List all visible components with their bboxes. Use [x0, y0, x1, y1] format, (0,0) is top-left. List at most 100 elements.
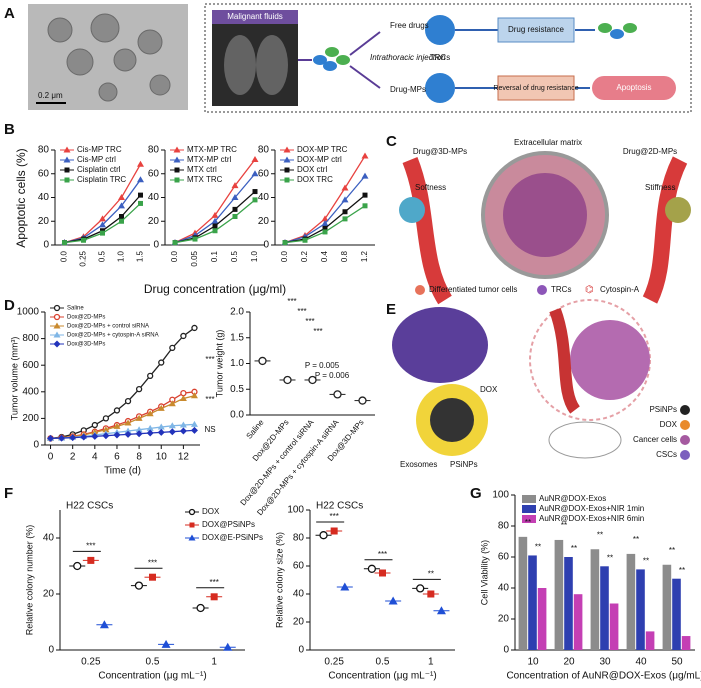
y-tick-label: 20 [498, 614, 510, 625]
marker [99, 215, 106, 222]
marker [342, 216, 348, 222]
marker [367, 564, 377, 573]
legend-swatch [522, 495, 536, 503]
marker [169, 344, 176, 352]
y-tick-label: 40 [293, 589, 305, 600]
marker [124, 397, 132, 405]
xray-title-bar [212, 10, 298, 24]
y-axis-label: Cell Viability (%) [479, 540, 489, 605]
marker [138, 192, 143, 198]
marker [180, 332, 187, 340]
marker [322, 225, 328, 231]
marker [137, 160, 144, 167]
marker [361, 152, 369, 159]
bar [662, 564, 672, 650]
marker [157, 404, 165, 411]
x-tick-label: 2 [70, 452, 76, 463]
legend-icon [415, 285, 425, 295]
x-tick-label: 0.05 [190, 250, 199, 266]
particle [399, 197, 425, 223]
marker [333, 390, 342, 399]
legend-text: AuNR@DOX-Exos [539, 494, 606, 503]
legend-text: CSCs [656, 450, 677, 459]
tumor [570, 320, 650, 400]
marker [252, 189, 258, 195]
legend-text: TRCs [551, 285, 571, 294]
y-tick-label: 80 [498, 521, 510, 532]
x-tick-label: 1 [428, 657, 434, 668]
legend-text: PSiNPs [649, 405, 677, 414]
psinp [430, 398, 474, 442]
annotation: *** [205, 395, 214, 404]
x-tick-label: 40 [635, 657, 647, 668]
y-tick-label: 40 [43, 533, 55, 544]
marker [63, 156, 71, 163]
marker [282, 240, 288, 246]
chart-title: H22 CSCs [316, 501, 363, 512]
annotation: ** [597, 530, 603, 539]
legend-icon [680, 450, 690, 460]
tumor-core [503, 173, 587, 257]
marker [91, 421, 98, 429]
marker [124, 427, 132, 434]
legend-swatch [522, 515, 536, 523]
marker [149, 573, 156, 581]
marker [135, 385, 143, 393]
marker [341, 184, 349, 191]
legend-text: Dox@2D-MPs + cytospin-A siRNA [67, 333, 159, 339]
label: Drug resistance [508, 25, 565, 34]
y-tick-label: 40 [258, 192, 270, 203]
legend-text: MTX TRC [187, 175, 223, 184]
x-axis-label: Concentration (μg mL⁻¹) [98, 671, 206, 682]
annotation: *** [329, 512, 338, 521]
y-tick-label: 20 [148, 216, 160, 227]
marker [146, 424, 154, 431]
label: Drug-MPs [390, 85, 426, 94]
marker [53, 340, 61, 348]
y-tick-label: 100 [492, 490, 509, 501]
marker [308, 375, 317, 385]
marker [157, 428, 165, 436]
x-tick-label: 0.5 [98, 250, 107, 262]
vessel [402, 157, 452, 305]
marker [53, 322, 61, 329]
marker [284, 177, 290, 183]
legend-icon [680, 435, 690, 445]
annotation: NS [204, 425, 215, 434]
y-tick-label: 40 [148, 192, 160, 203]
marker [188, 534, 196, 541]
marker [379, 569, 386, 577]
marker [362, 192, 368, 198]
marker [190, 426, 198, 434]
x-tick-label: 1.0 [117, 250, 126, 262]
marker [252, 197, 258, 203]
label: DOX [480, 385, 498, 394]
legend-text: MTX ctrl [187, 165, 217, 174]
label: PSiNPs [450, 460, 478, 469]
bar [590, 549, 600, 650]
x-tick-label: 0.2 [300, 250, 309, 262]
panel-label: D [4, 297, 15, 314]
bar [600, 566, 609, 650]
cell [392, 307, 488, 383]
y-tick-label: 0 [48, 645, 54, 656]
x-tick-label: 4 [92, 452, 98, 463]
cells [313, 15, 637, 103]
annotation: ** [607, 553, 613, 562]
y-axis-label: Tumor volume (mm³) [9, 337, 19, 421]
legend-text: Cis-MP ctrl [77, 155, 116, 164]
mouse [548, 421, 622, 459]
marker [138, 200, 143, 206]
marker [168, 400, 176, 407]
x-tick-label: 0.5 [230, 250, 239, 262]
marker [87, 556, 95, 564]
marker [232, 214, 238, 219]
panel-label: E [386, 301, 396, 318]
marker [124, 430, 132, 438]
marker [321, 220, 329, 227]
marker [80, 433, 88, 441]
legend-text: Dox@2D-MPs [67, 315, 105, 321]
y-tick-label: 0 [43, 240, 49, 251]
x-tick-label: 0.5 [376, 657, 390, 668]
marker [119, 218, 124, 224]
